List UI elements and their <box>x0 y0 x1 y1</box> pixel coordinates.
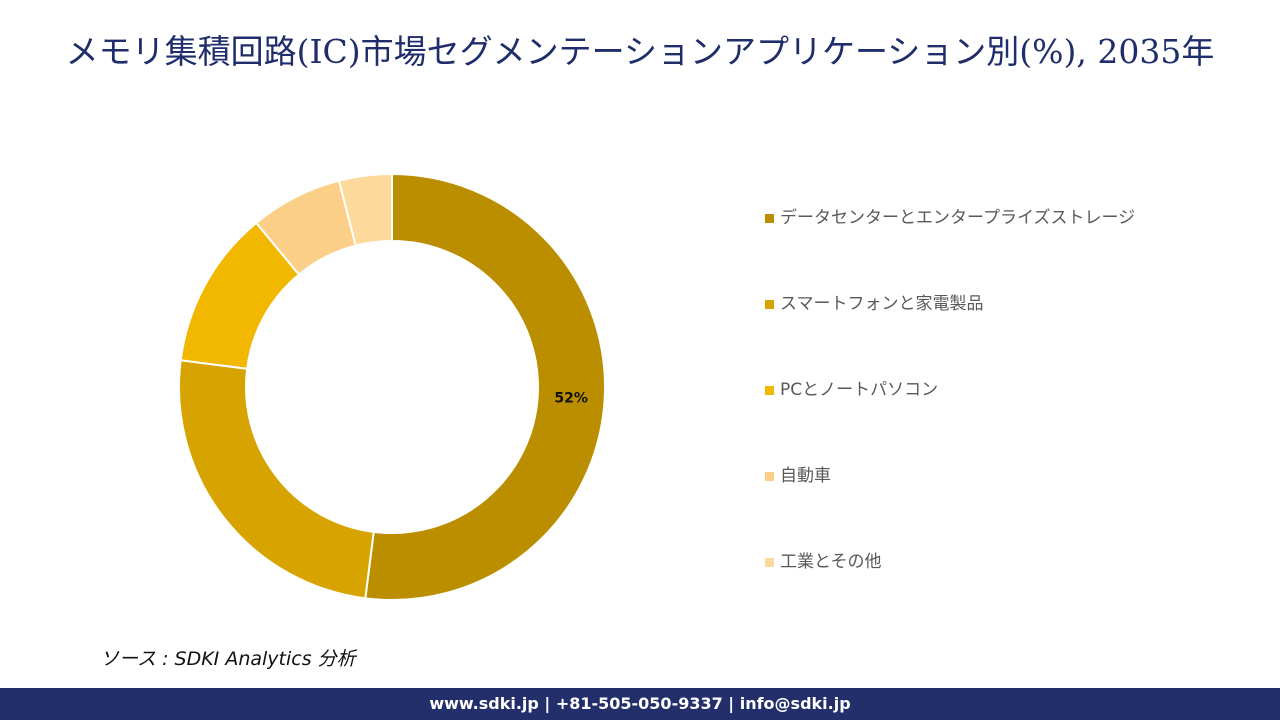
legend-marker <box>765 558 774 567</box>
legend-label: データセンターとエンタープライズストレージ <box>780 207 1135 228</box>
legend-label: 自動車 <box>780 466 831 486</box>
donut-segment <box>178 359 375 600</box>
legend-label: PCとノートパソコン <box>780 380 938 400</box>
donut-segment <box>337 172 393 247</box>
legend-label: 工業とその他 <box>780 552 882 572</box>
source: ソース : SDKI Analytics 分析 <box>100 648 356 670</box>
legend-marker <box>765 300 774 309</box>
chart-title: メモリ集積回路(IC)市場セグメンテーションアプリケーション別(%), 2035… <box>65 32 1215 71</box>
legend-marker <box>765 472 774 481</box>
legend-marker <box>765 214 774 223</box>
footer: www.sdki.jp | +81-505-050-9337 | info@sd… <box>0 688 1280 720</box>
donut-segment <box>364 172 606 601</box>
data-label: 52% <box>554 390 588 406</box>
legend-marker <box>765 386 774 395</box>
legend-label: スマートフォンと家電製品 <box>780 294 984 314</box>
